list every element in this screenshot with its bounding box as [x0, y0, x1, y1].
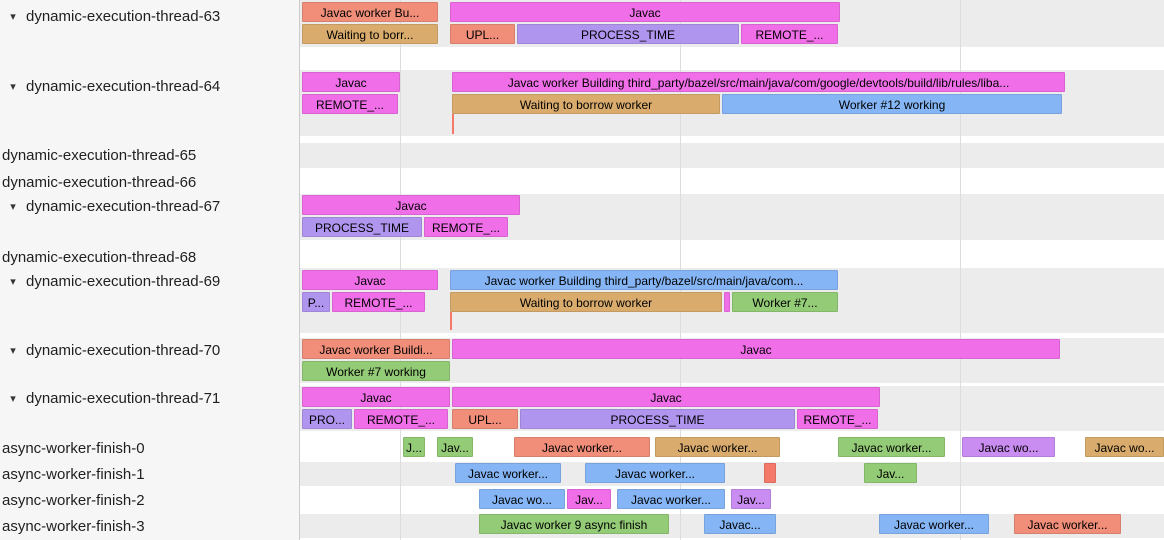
trace-slice[interactable]: Javac: [302, 195, 520, 215]
trace-slice[interactable]: REMOTE_...: [741, 24, 838, 44]
flow-tick-marker: [450, 312, 452, 330]
trace-slice[interactable]: Javac: [452, 387, 880, 407]
thread-label: dynamic-execution-thread-69: [26, 272, 221, 290]
trace-slice[interactable]: Jav...: [731, 489, 771, 509]
trace-slice[interactable]: Javac worker...: [1014, 514, 1121, 534]
sidebar-row-dynamic-execution-thread-70[interactable]: ▾ dynamic-execution-thread-70: [0, 338, 299, 362]
trace-slice[interactable]: Worker #7 working: [302, 361, 450, 381]
trace-slice[interactable]: Javac worker...: [879, 514, 989, 534]
trace-slice[interactable]: [764, 463, 776, 483]
sidebar-row-dynamic-execution-thread-68[interactable]: dynamic-execution-thread-68: [0, 245, 299, 269]
trace-slice[interactable]: Waiting to borrow worker: [452, 94, 720, 114]
trace-slice[interactable]: Javac: [452, 339, 1060, 359]
thread-label: async-worker-finish-1: [2, 465, 145, 483]
thread-label: dynamic-execution-thread-64: [26, 77, 221, 95]
expand-triangle-icon[interactable]: ▾: [10, 200, 16, 213]
timeline-canvas[interactable]: Javac worker Bu... Javac Waiting to borr..…: [300, 0, 1164, 540]
trace-slice[interactable]: J...: [403, 437, 425, 457]
trace-slice[interactable]: Javac: [302, 270, 438, 290]
trace-slice[interactable]: Jav...: [864, 463, 917, 483]
trace-slice[interactable]: REMOTE_...: [302, 94, 398, 114]
trace-slice[interactable]: REMOTE_...: [354, 409, 448, 429]
trace-slice[interactable]: Worker #7...: [732, 292, 838, 312]
sidebar-row-dynamic-execution-thread-64[interactable]: ▾ dynamic-execution-thread-64: [0, 74, 299, 98]
trace-slice[interactable]: PROCESS_TIME: [517, 24, 739, 44]
thread-label: dynamic-execution-thread-63: [26, 7, 221, 25]
trace-slice[interactable]: Worker #12 working: [722, 94, 1062, 114]
trace-slice[interactable]: Javac worker...: [455, 463, 561, 483]
trace-slice[interactable]: REMOTE_...: [797, 409, 878, 429]
thread-label: dynamic-execution-thread-66: [2, 173, 197, 191]
flow-tick-marker: [452, 114, 454, 134]
trace-slice[interactable]: Javac wo...: [962, 437, 1055, 457]
trace-slice[interactable]: Javac: [302, 72, 400, 92]
thread-label: dynamic-execution-thread-68: [2, 248, 197, 266]
trace-slice[interactable]: PROCESS_TIME: [302, 217, 422, 237]
trace-slice[interactable]: PROCESS_TIME: [520, 409, 795, 429]
trace-slice[interactable]: Javac worker...: [617, 489, 725, 509]
trace-slice[interactable]: Javac worker Bu...: [302, 2, 438, 22]
sidebar-row-async-worker-finish-1[interactable]: async-worker-finish-1: [0, 462, 299, 486]
row-band: [300, 143, 1164, 168]
trace-slice[interactable]: Javac worker Building third_party/bazel/…: [450, 270, 838, 290]
trace-slice[interactable]: Javac worker...: [838, 437, 945, 457]
thread-label: dynamic-execution-thread-67: [26, 197, 221, 215]
trace-slice[interactable]: Javac worker...: [514, 437, 650, 457]
expand-triangle-icon[interactable]: ▾: [10, 275, 16, 288]
sidebar-row-dynamic-execution-thread-65[interactable]: dynamic-execution-thread-65: [0, 143, 299, 167]
trace-slice[interactable]: Jav...: [567, 489, 611, 509]
sidebar-row-dynamic-execution-thread-71[interactable]: ▾ dynamic-execution-thread-71: [0, 386, 299, 410]
row-band: [300, 462, 1164, 486]
trace-slice[interactable]: Javac: [450, 2, 840, 22]
trace-slice[interactable]: Javac worker...: [585, 463, 725, 483]
thread-label: async-worker-finish-2: [2, 491, 145, 509]
thread-label: async-worker-finish-3: [2, 517, 145, 535]
trace-slice[interactable]: Javac worker...: [655, 437, 780, 457]
thread-label: dynamic-execution-thread-71: [26, 389, 221, 407]
trace-slice[interactable]: PRO...: [302, 409, 352, 429]
trace-slice[interactable]: Javac: [302, 387, 450, 407]
trace-slice[interactable]: Waiting to borrow worker: [450, 292, 722, 312]
trace-slice[interactable]: UPL...: [452, 409, 518, 429]
expand-triangle-icon[interactable]: ▾: [10, 392, 16, 405]
expand-triangle-icon[interactable]: ▾: [10, 80, 16, 93]
trace-slice[interactable]: REMOTE_...: [424, 217, 508, 237]
trace-slice[interactable]: Javac worker Buildi...: [302, 339, 450, 359]
sidebar-row-async-worker-finish-2[interactable]: async-worker-finish-2: [0, 488, 299, 512]
sidebar-row-dynamic-execution-thread-67[interactable]: ▾ dynamic-execution-thread-67: [0, 194, 299, 218]
sidebar-row-async-worker-finish-0[interactable]: async-worker-finish-0: [0, 436, 299, 460]
trace-slice[interactable]: UPL...: [450, 24, 515, 44]
thread-label: dynamic-execution-thread-65: [2, 146, 197, 164]
trace-slice[interactable]: Javac worker Building third_party/bazel/…: [452, 72, 1065, 92]
expand-triangle-icon[interactable]: ▾: [10, 10, 16, 23]
trace-slice[interactable]: [724, 292, 730, 312]
gridline: [960, 0, 961, 540]
thread-label: dynamic-execution-thread-70: [26, 341, 221, 359]
sidebar-row-dynamic-execution-thread-69[interactable]: ▾ dynamic-execution-thread-69: [0, 269, 299, 293]
trace-slice[interactable]: REMOTE_...: [332, 292, 425, 312]
trace-slice[interactable]: Jav...: [437, 437, 473, 457]
trace-slice[interactable]: Waiting to borr...: [302, 24, 438, 44]
sidebar-row-dynamic-execution-thread-63[interactable]: ▾ dynamic-execution-thread-63: [0, 4, 299, 28]
trace-slice[interactable]: Javac worker 9 async finish: [479, 514, 669, 534]
sidebar-row-async-worker-finish-3[interactable]: async-worker-finish-3: [0, 514, 299, 538]
thread-label: async-worker-finish-0: [2, 439, 145, 457]
trace-slice[interactable]: Javac wo...: [1085, 437, 1164, 457]
thread-name-sidebar: ▾ dynamic-execution-thread-63 ▾ dynamic-exe…: [0, 0, 300, 540]
expand-triangle-icon[interactable]: ▾: [10, 344, 16, 357]
trace-slice[interactable]: Javac wo...: [479, 489, 565, 509]
trace-slice[interactable]: Javac...: [704, 514, 776, 534]
trace-slice[interactable]: P...: [302, 292, 330, 312]
sidebar-row-dynamic-execution-thread-66[interactable]: dynamic-execution-thread-66: [0, 170, 299, 194]
